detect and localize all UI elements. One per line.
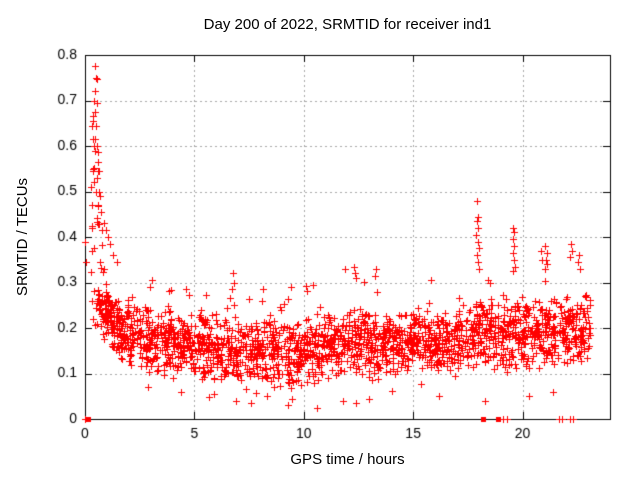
scatter-plot-canvas	[0, 0, 640, 480]
chart-figure: Day 200 of 2022, SRMTID for receiver ind…	[0, 0, 640, 480]
